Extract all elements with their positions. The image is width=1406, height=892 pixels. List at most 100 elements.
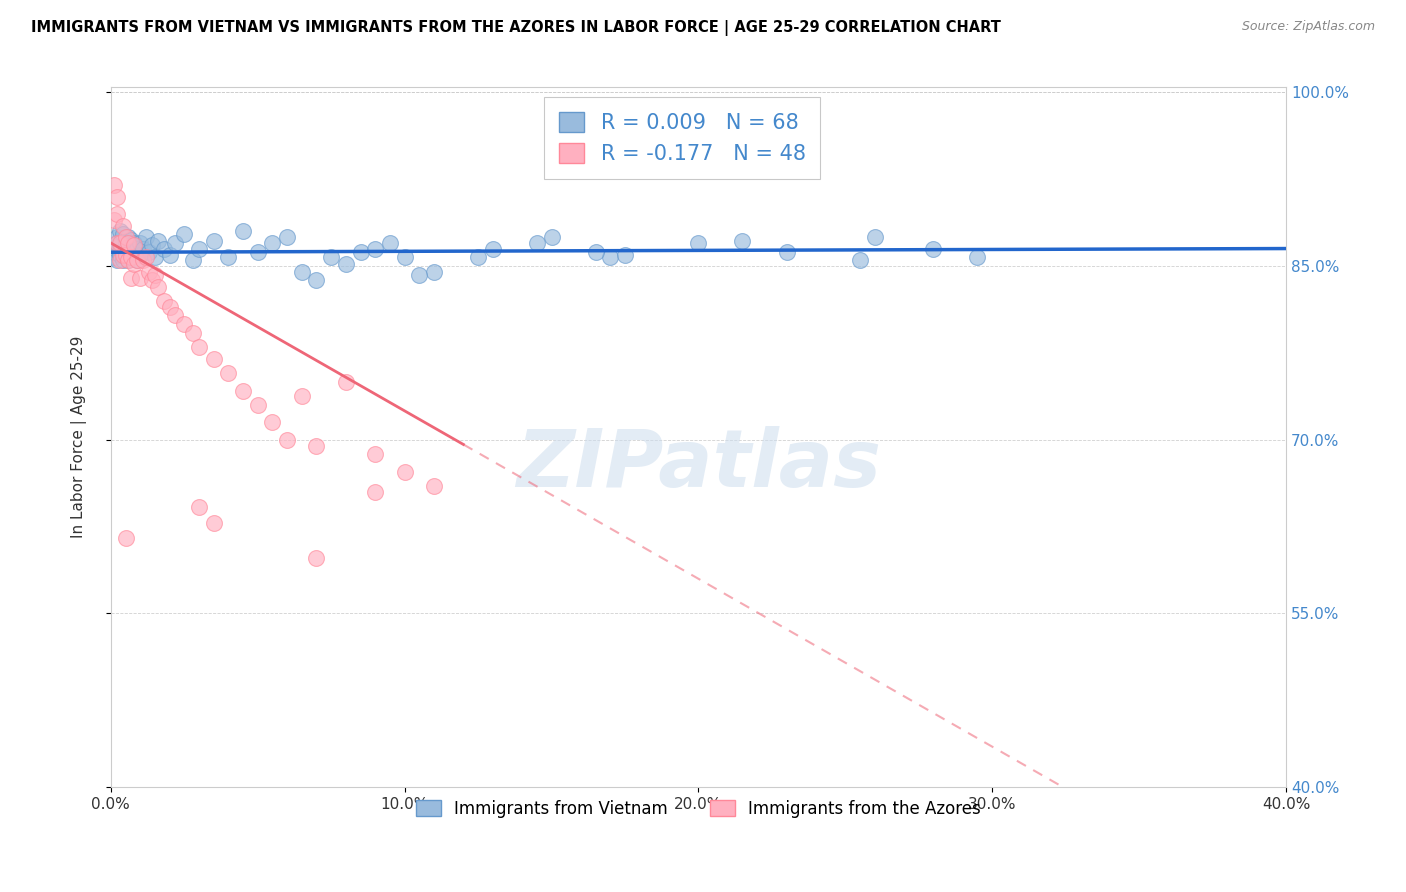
Point	[111, 219, 134, 233]
Point	[114, 247, 136, 261]
Point	[408, 268, 430, 283]
Point	[135, 250, 157, 264]
Point	[105, 189, 128, 203]
Point	[117, 253, 139, 268]
Point	[105, 207, 128, 221]
Point	[117, 245, 139, 260]
Point	[423, 265, 446, 279]
Point	[202, 234, 225, 248]
Point	[111, 227, 134, 241]
Point	[114, 531, 136, 545]
Point	[103, 212, 125, 227]
Point	[120, 250, 142, 264]
Point	[863, 230, 886, 244]
Point	[262, 416, 284, 430]
Point	[188, 340, 211, 354]
Point	[127, 253, 149, 268]
Point	[291, 389, 314, 403]
Point	[117, 253, 139, 268]
Point	[117, 230, 139, 244]
Point	[481, 242, 503, 256]
Y-axis label: In Labor Force | Age 25-29: In Labor Force | Age 25-29	[72, 335, 87, 538]
Point	[138, 265, 160, 279]
Point	[188, 500, 211, 514]
Point	[114, 242, 136, 256]
Point	[120, 250, 142, 264]
Legend: Immigrants from Vietnam, Immigrants from the Azores: Immigrants from Vietnam, Immigrants from…	[409, 793, 987, 824]
Point	[132, 253, 155, 268]
Point	[141, 238, 163, 252]
Point	[246, 245, 269, 260]
Point	[108, 224, 131, 238]
Point	[111, 253, 134, 268]
Point	[159, 247, 181, 261]
Point	[127, 242, 149, 256]
Point	[173, 317, 195, 331]
Point	[124, 238, 146, 252]
Point	[305, 439, 328, 453]
Point	[335, 375, 357, 389]
Point	[173, 227, 195, 241]
Point	[124, 245, 146, 260]
Point	[394, 465, 416, 479]
Point	[378, 235, 401, 250]
Point	[232, 224, 254, 238]
Point	[127, 253, 149, 268]
Point	[613, 247, 636, 261]
Point	[105, 230, 128, 244]
Point	[105, 235, 128, 250]
Point	[108, 235, 131, 250]
Point	[262, 235, 284, 250]
Point	[188, 242, 211, 256]
Point	[114, 230, 136, 244]
Point	[364, 242, 387, 256]
Point	[152, 242, 174, 256]
Point	[120, 238, 142, 252]
Point	[540, 230, 562, 244]
Point	[103, 178, 125, 193]
Point	[276, 230, 298, 244]
Text: IMMIGRANTS FROM VIETNAM VS IMMIGRANTS FROM THE AZORES IN LABOR FORCE | AGE 25-29: IMMIGRANTS FROM VIETNAM VS IMMIGRANTS FR…	[31, 20, 1001, 36]
Point	[394, 250, 416, 264]
Point	[152, 293, 174, 308]
Point	[138, 245, 160, 260]
Point	[117, 235, 139, 250]
Point	[467, 250, 489, 264]
Point	[364, 447, 387, 461]
Point	[111, 245, 134, 260]
Point	[922, 242, 945, 256]
Point	[775, 245, 797, 260]
Point	[129, 247, 152, 261]
Point	[146, 280, 169, 294]
Point	[305, 273, 328, 287]
Point	[217, 366, 239, 380]
Point	[335, 257, 357, 271]
Point	[108, 247, 131, 261]
Point	[114, 235, 136, 250]
Point	[103, 245, 125, 260]
Point	[124, 257, 146, 271]
Point	[165, 308, 187, 322]
Point	[129, 270, 152, 285]
Point	[688, 235, 710, 250]
Point	[132, 242, 155, 256]
Point	[526, 235, 548, 250]
Point	[120, 233, 142, 247]
Point	[105, 253, 128, 268]
Point	[143, 250, 166, 264]
Point	[135, 230, 157, 244]
Point	[291, 265, 314, 279]
Text: ZIPatlas: ZIPatlas	[516, 426, 882, 504]
Point	[585, 245, 607, 260]
Point	[141, 273, 163, 287]
Point	[202, 516, 225, 531]
Point	[246, 398, 269, 412]
Point	[276, 433, 298, 447]
Point	[349, 245, 371, 260]
Point	[849, 253, 872, 268]
Point	[217, 250, 239, 264]
Point	[181, 326, 204, 341]
Point	[120, 270, 142, 285]
Point	[423, 479, 446, 493]
Point	[129, 235, 152, 250]
